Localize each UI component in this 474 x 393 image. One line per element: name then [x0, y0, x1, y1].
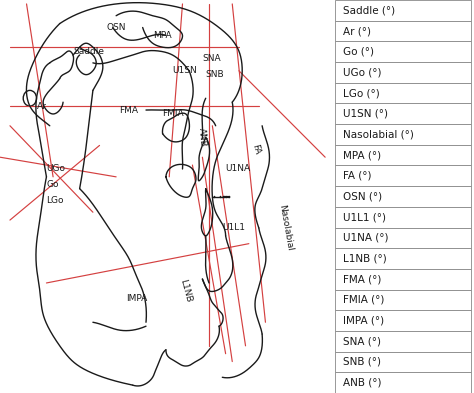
Text: MPA: MPA: [153, 31, 171, 40]
Text: UGo (°): UGo (°): [343, 67, 382, 77]
Text: LGo (°): LGo (°): [343, 88, 380, 98]
Bar: [335, 21, 471, 41]
Bar: [335, 165, 471, 186]
Bar: [335, 269, 471, 290]
Bar: [335, 186, 471, 207]
Bar: [335, 83, 471, 103]
Text: U1SN: U1SN: [173, 66, 197, 75]
Text: U1NA: U1NA: [226, 165, 251, 173]
Text: MPA (°): MPA (°): [343, 150, 381, 160]
Text: OSN (°): OSN (°): [343, 191, 383, 202]
Text: U1L1 (°): U1L1 (°): [343, 212, 386, 222]
Text: SNB (°): SNB (°): [343, 357, 381, 367]
Text: ANB (°): ANB (°): [343, 378, 382, 387]
Text: Saddle (°): Saddle (°): [343, 6, 395, 15]
Text: FMIA (°): FMIA (°): [343, 295, 384, 305]
Bar: [335, 310, 471, 331]
Text: Nasolabial: Nasolabial: [277, 204, 294, 252]
Bar: [335, 62, 471, 83]
Bar: [335, 372, 471, 393]
Text: LGo: LGo: [46, 196, 64, 205]
Text: FMA (°): FMA (°): [343, 274, 382, 284]
Text: U1L1: U1L1: [222, 224, 246, 232]
Text: L1NB: L1NB: [178, 278, 193, 303]
Text: U1SN (°): U1SN (°): [343, 109, 388, 119]
Text: SNA: SNA: [202, 55, 221, 63]
Text: SNB: SNB: [206, 70, 224, 79]
Text: IMPA (°): IMPA (°): [343, 316, 384, 326]
Text: FMIA: FMIA: [163, 110, 184, 118]
Text: L1NB (°): L1NB (°): [343, 253, 387, 264]
Text: Ar: Ar: [36, 102, 46, 110]
Text: OSN: OSN: [106, 23, 126, 32]
Bar: [335, 290, 471, 310]
Bar: [335, 0, 471, 21]
Text: SNA (°): SNA (°): [343, 336, 381, 346]
Text: UGo: UGo: [46, 165, 65, 173]
Text: FMA: FMA: [119, 106, 138, 114]
Bar: [335, 228, 471, 248]
Text: Go: Go: [46, 180, 59, 189]
Bar: [335, 41, 471, 62]
Text: IMPA: IMPA: [126, 294, 147, 303]
Text: Saddle: Saddle: [73, 47, 104, 55]
Bar: [335, 124, 471, 145]
Text: Go (°): Go (°): [343, 47, 374, 57]
Bar: [335, 103, 471, 124]
Text: FA: FA: [250, 143, 261, 156]
Text: FA (°): FA (°): [343, 171, 372, 181]
Text: U1NA (°): U1NA (°): [343, 233, 389, 243]
Text: Nasolabial (°): Nasolabial (°): [343, 129, 414, 140]
Text: ANB: ANB: [197, 128, 208, 147]
Bar: [335, 145, 471, 165]
Text: Ar (°): Ar (°): [343, 26, 371, 36]
Bar: [335, 352, 471, 372]
Bar: [335, 207, 471, 228]
Bar: [335, 331, 471, 352]
Bar: [335, 248, 471, 269]
